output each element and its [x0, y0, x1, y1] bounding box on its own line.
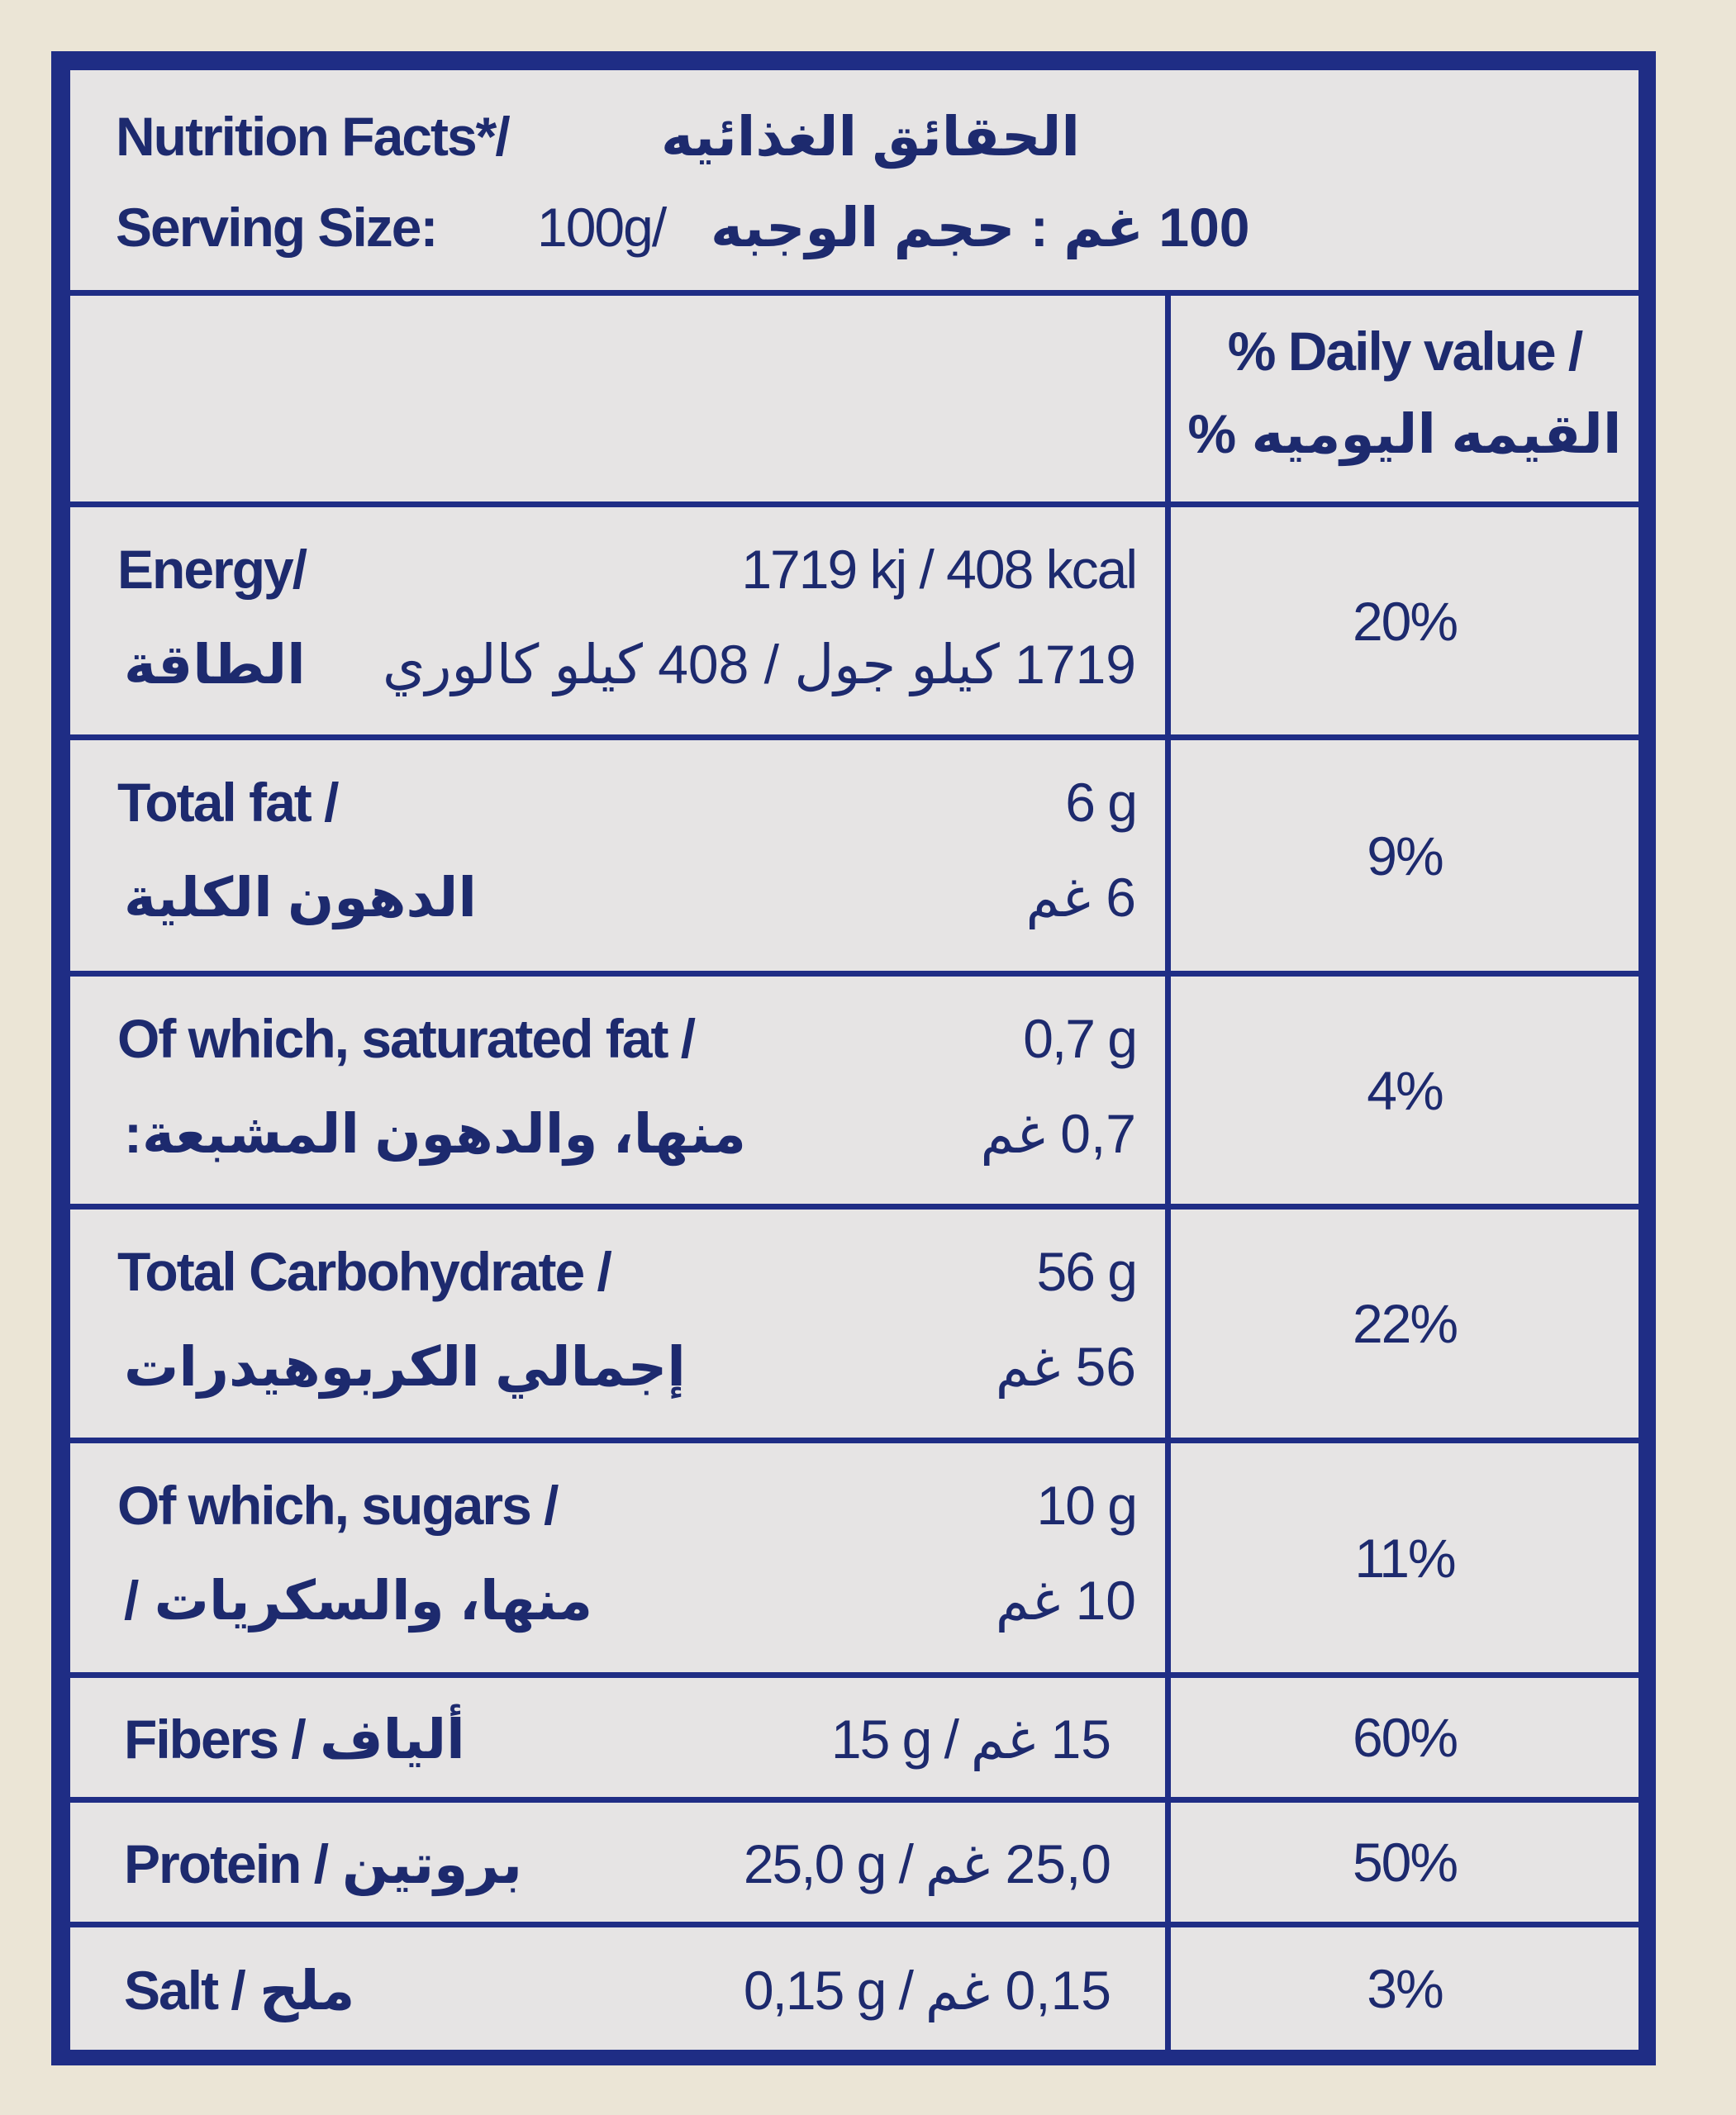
- nutrient-value-en: 0,7 g: [1023, 1008, 1138, 1069]
- title-ar: الحقائق الغذائيه: [661, 106, 1082, 167]
- row-divider: [70, 290, 1638, 296]
- daily-header-ar: القيمه اليوميه %: [1187, 403, 1623, 464]
- row-divider: [70, 501, 1638, 507]
- row-divider: [70, 1438, 1638, 1443]
- daily-value: 20%: [1352, 590, 1458, 652]
- nutrient-value-ar: 25,0 غم: [925, 1833, 1113, 1894]
- nutrient-name-ar: الطاقة: [124, 634, 307, 695]
- daily-value: 22%: [1352, 1293, 1458, 1354]
- nutrient-name-en: Of which, saturated fat /: [117, 1008, 696, 1069]
- serving-label: Serving Size:: [116, 197, 438, 258]
- nutrient-value-en: 0,15 g /: [743, 1960, 914, 2021]
- row-divider: [70, 1797, 1638, 1803]
- nutrient-value-ar: 1719 كيلو جول / 408 كيلو كالوري: [382, 634, 1138, 695]
- nutrient-name-en: Fibers /: [124, 1709, 307, 1770]
- column-divider: [1165, 290, 1171, 2050]
- nutrient-name-en: Salt /: [124, 1960, 246, 2021]
- nutrient-name-ar: الدهون الكلية: [124, 867, 478, 928]
- nutrient-value-ar: 56 غم: [995, 1336, 1138, 1397]
- daily-value: 9%: [1367, 825, 1443, 886]
- nutrient-name-ar: ملح: [259, 1960, 356, 2021]
- nutrient-value-en: 56 g: [1036, 1241, 1138, 1302]
- nutrient-value-ar: 6 غم: [1025, 867, 1138, 928]
- daily-value: 60%: [1352, 1707, 1458, 1768]
- nutrient-value-en: 1719 kj / 408 kcal: [741, 539, 1138, 600]
- nutrient-name-ar: منها، والدهون المشبعة:: [124, 1103, 748, 1164]
- nutrient-value-ar: 10 غم: [995, 1570, 1138, 1631]
- nutrient-value-ar: 15 غم: [970, 1709, 1113, 1770]
- daily-value: 50%: [1352, 1832, 1458, 1893]
- label-panel: [70, 70, 1638, 2050]
- row-divider: [70, 1672, 1638, 1678]
- row-divider: [70, 1922, 1638, 1927]
- nutrient-value-en: 15 g /: [830, 1709, 959, 1770]
- daily-value: 3%: [1367, 1958, 1443, 2019]
- nutrient-name-en: Total Carbohydrate /: [117, 1241, 612, 1302]
- daily-header-en: % Daily value /: [1227, 321, 1584, 382]
- nutrient-name-ar: ألياف: [320, 1709, 467, 1770]
- nutrient-value-ar: 0,15 غم: [925, 1960, 1113, 2021]
- nutrient-name-ar: إجمالي الكربوهيدرات: [124, 1336, 687, 1397]
- row-divider: [70, 734, 1638, 740]
- row-divider: [70, 971, 1638, 977]
- nutrient-name-en: Of which, sugars /: [117, 1475, 559, 1536]
- nutrient-value-ar: 0,7 غم: [980, 1103, 1138, 1164]
- daily-value: 4%: [1367, 1059, 1443, 1121]
- daily-value: 11%: [1354, 1527, 1456, 1589]
- nutrient-name-en: Energy/: [117, 539, 307, 600]
- nutrient-value-en: 25,0 g /: [743, 1833, 914, 1894]
- nutrient-name-ar: منها، والسكريات /: [124, 1570, 594, 1631]
- row-divider: [70, 1204, 1638, 1210]
- nutrient-name-en: Protein /: [124, 1833, 329, 1894]
- serving-value: 100g/: [537, 197, 667, 258]
- nutrient-name-ar: بروتين: [342, 1833, 524, 1894]
- nutrient-name-en: Total fat /: [117, 772, 339, 833]
- title-en: Nutrition Facts*/: [116, 106, 511, 167]
- nutrient-value-en: 6 g: [1065, 772, 1138, 833]
- serving-value-ar: 100 غم : حجم الوجبه: [711, 197, 1251, 258]
- nutrient-value-en: 10 g: [1036, 1475, 1138, 1536]
